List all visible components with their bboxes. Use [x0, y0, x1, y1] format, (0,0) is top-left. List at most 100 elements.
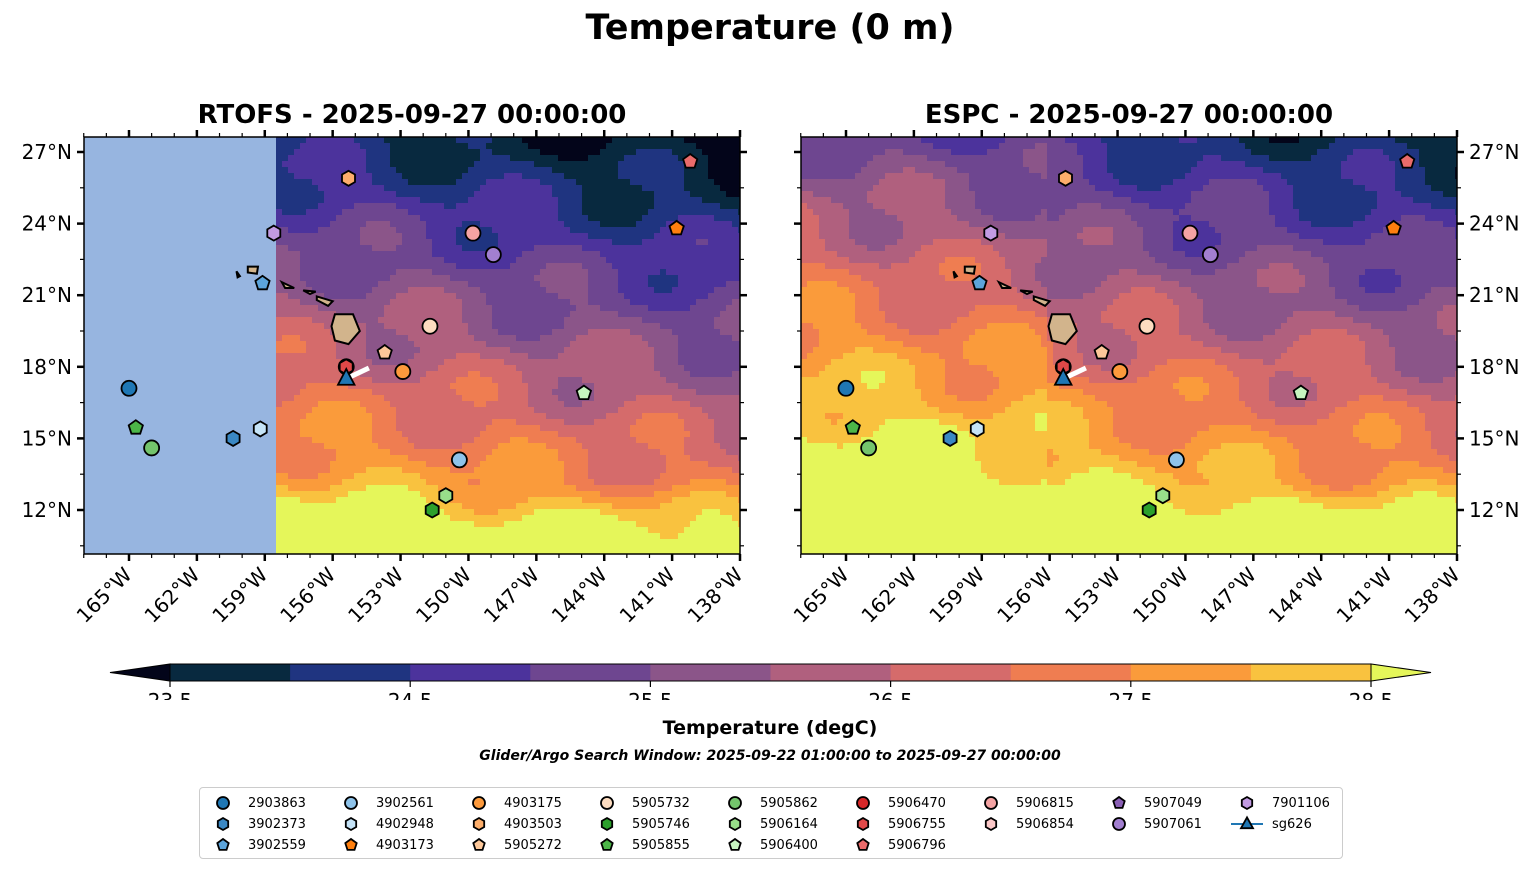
triangle-line-marker-icon	[1231, 815, 1263, 830]
hexagon-marker-icon	[216, 816, 230, 832]
pentagon-marker-icon	[216, 837, 230, 851]
legend-item: 5906470	[846, 794, 946, 812]
legend-item: 5906815	[974, 794, 1074, 812]
colorbar-bin	[530, 664, 651, 681]
hexagon-marker-icon	[984, 816, 998, 832]
legend-label: 5905862	[760, 795, 818, 811]
legend-item: 5905746	[590, 815, 690, 833]
legend-label: 5906796	[888, 837, 946, 853]
legend-label: 5906815	[1016, 795, 1074, 811]
lat-tick-label: 27°N	[1469, 140, 1519, 164]
legend-item: 5906796	[846, 836, 946, 854]
legend-item: 4903173	[334, 836, 434, 854]
pentagon-marker-icon	[1112, 795, 1126, 809]
circle-marker-icon	[984, 796, 998, 810]
legend-item: 5906755	[846, 815, 946, 833]
hexagon-marker-icon	[984, 816, 998, 832]
lat-tick-label: 27°N	[22, 140, 72, 164]
platform-marker-5905272	[376, 343, 393, 360]
platform-marker-4903175	[394, 363, 412, 380]
legend-label: 5906400	[760, 837, 818, 853]
circle-marker-icon	[600, 796, 614, 810]
legend-item: 2903863	[206, 794, 306, 812]
rtofs-panel-title: RTOFS - 2025-09-27 00:00:00	[197, 100, 627, 130]
legend-item: 4903175	[462, 794, 562, 812]
legend-item: 5905272	[462, 836, 562, 854]
platform-marker-5907061	[1201, 246, 1219, 264]
colorbar-tick-label: 27.5	[1109, 689, 1154, 700]
legend-label: 5905732	[632, 795, 690, 811]
hexagon-marker-icon	[600, 816, 614, 832]
platform-marker-sg626	[1053, 367, 1073, 386]
pentagon-marker-icon	[856, 837, 870, 851]
colorbar-tick-label: 25.5	[628, 689, 673, 700]
platform-marker-3902561	[450, 451, 468, 469]
legend-item: 7901106	[1230, 794, 1330, 812]
lat-tick-label: 12°N	[22, 498, 72, 522]
platform-marker-5905855	[127, 419, 144, 435]
legend-label: 7901106	[1272, 795, 1330, 811]
platform-marker-7901106	[266, 224, 282, 242]
platform-marker-3902559	[971, 274, 988, 291]
colorbar-tick-label: 28.5	[1349, 689, 1394, 700]
circle-marker-icon	[728, 796, 742, 810]
pentagon-marker-icon	[728, 837, 742, 851]
legend-item: 5906164	[718, 815, 818, 833]
circle-marker-icon	[984, 796, 998, 810]
lon-tick-label: 147°W	[479, 562, 544, 627]
colorbar-bin	[1130, 664, 1252, 681]
colorbar-label: Temperature (degC)	[662, 717, 878, 739]
colorbar-tick-label: 26.5	[868, 689, 913, 700]
island	[996, 279, 1012, 289]
platform-marker-5906400	[1292, 384, 1310, 401]
circle-marker-icon	[472, 796, 486, 810]
hexagon-marker-icon	[856, 816, 870, 832]
legend-item: 5906400	[718, 836, 818, 854]
hexagon-marker-icon	[728, 816, 742, 832]
platform-marker-7901106	[983, 224, 999, 242]
colorbar-bin	[1010, 664, 1132, 681]
lon-tick-label: 159°W	[207, 562, 272, 627]
hexagon-marker-icon	[1240, 795, 1254, 811]
lon-tick-label: 165°W	[789, 562, 854, 627]
colorbar-tick-label: 24.5	[388, 689, 433, 700]
colorbar-bin	[1250, 664, 1372, 681]
colorbar-tick-label: 23.5	[148, 689, 193, 700]
circle-marker-icon	[216, 796, 230, 810]
lon-tick-label: 138°W	[1400, 562, 1465, 627]
hexagon-marker-icon	[600, 816, 614, 832]
platform-marker-5905272	[1093, 343, 1110, 360]
hexagon-marker-icon	[1240, 795, 1254, 811]
island	[952, 270, 959, 279]
platform-marker-5905746	[1141, 501, 1157, 519]
legend-label: 5906470	[888, 795, 946, 811]
legend-label: 5905272	[504, 837, 562, 853]
legend-item: 3902561	[334, 794, 434, 812]
platform-marker-4903503	[341, 169, 356, 187]
circle-marker-icon	[728, 796, 742, 810]
platform-marker-5905732	[1138, 317, 1156, 335]
legend-label: 4902948	[376, 816, 434, 832]
circle-marker-icon	[600, 796, 614, 810]
legend-label: 5906164	[760, 816, 818, 832]
platform-marker-sg626	[336, 367, 356, 386]
lat-tick-label: 21°N	[22, 283, 72, 307]
legend-item: 4902948	[334, 815, 434, 833]
lon-tick-label: 156°W	[992, 562, 1057, 627]
platform-marker-4902948	[252, 420, 268, 438]
legend-label: sg626	[1272, 816, 1312, 832]
legend-label: 5907061	[1144, 816, 1202, 832]
colorbar-bin	[290, 664, 411, 681]
circle-marker-icon	[344, 796, 358, 810]
lon-tick-label: 150°W	[411, 562, 476, 627]
pentagon-marker-icon	[216, 837, 230, 851]
circle-marker-icon	[344, 796, 358, 810]
legend-label: 3902373	[248, 816, 306, 832]
lon-tick-label: 147°W	[1196, 562, 1261, 627]
platform-marker-5906815	[464, 224, 482, 242]
circle-marker-icon	[856, 796, 870, 810]
island	[279, 279, 295, 289]
pentagon-marker-icon	[344, 837, 358, 851]
colorbar-frame	[169, 663, 1372, 682]
lon-tick-label: 153°W	[1060, 562, 1125, 627]
